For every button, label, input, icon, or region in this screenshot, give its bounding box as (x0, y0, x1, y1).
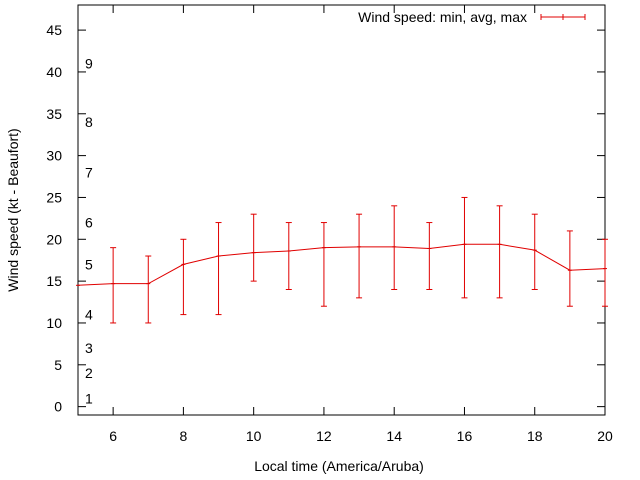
y-tick-label: 45 (46, 22, 62, 38)
beaufort-label: 3 (85, 340, 93, 356)
x-tick-labels: 6 8 10 12 14 16 18 20 (109, 428, 613, 444)
beaufort-label: 6 (85, 215, 93, 231)
beaufort-label: 4 (85, 307, 93, 323)
x-tick-label: 6 (109, 428, 117, 444)
y-tick-label: 40 (46, 64, 62, 80)
x-axis-label: Local time (America/Aruba) (254, 458, 424, 474)
y-tick-label: 35 (46, 106, 62, 122)
series-layer (76, 196, 608, 324)
legend-label: Wind speed: min, avg, max (358, 9, 527, 25)
x-tick-label: 16 (457, 428, 473, 444)
y-axis-label: Wind speed (kt - Beaufort) (5, 128, 21, 291)
y-tick-label: 30 (46, 148, 62, 164)
y-tick-labels: 0 5 10 15 20 25 30 35 40 45 (46, 22, 62, 415)
beaufort-label: 7 (85, 164, 93, 180)
y-tick-label: 10 (46, 315, 62, 331)
x-tick-label: 8 (180, 428, 188, 444)
axis-ticks (78, 5, 606, 415)
y-tick-label: 5 (54, 357, 62, 373)
y-tick-label: 0 (54, 399, 62, 415)
y-tick-label: 20 (46, 231, 62, 247)
x-tick-label: 20 (597, 428, 613, 444)
x-tick-label: 18 (527, 428, 543, 444)
beaufort-scale-labels: 1 2 3 4 5 6 7 8 9 (85, 56, 93, 407)
x-tick-label: 12 (316, 428, 332, 444)
x-tick-label: 14 (386, 428, 402, 444)
x-tick-label: 10 (246, 428, 262, 444)
y-tick-label: 15 (46, 273, 62, 289)
beaufort-label: 2 (85, 365, 93, 381)
beaufort-label: 5 (85, 256, 93, 272)
beaufort-label: 1 (85, 390, 93, 406)
legend-line-sample (540, 14, 586, 20)
beaufort-label: 8 (85, 114, 93, 130)
y-tick-label: 25 (46, 189, 62, 205)
avg-wind-line (77, 243, 606, 286)
plot-area-frame (77, 4, 606, 416)
beaufort-label: 9 (85, 56, 93, 72)
legend: Wind speed: min, avg, max (358, 9, 586, 25)
